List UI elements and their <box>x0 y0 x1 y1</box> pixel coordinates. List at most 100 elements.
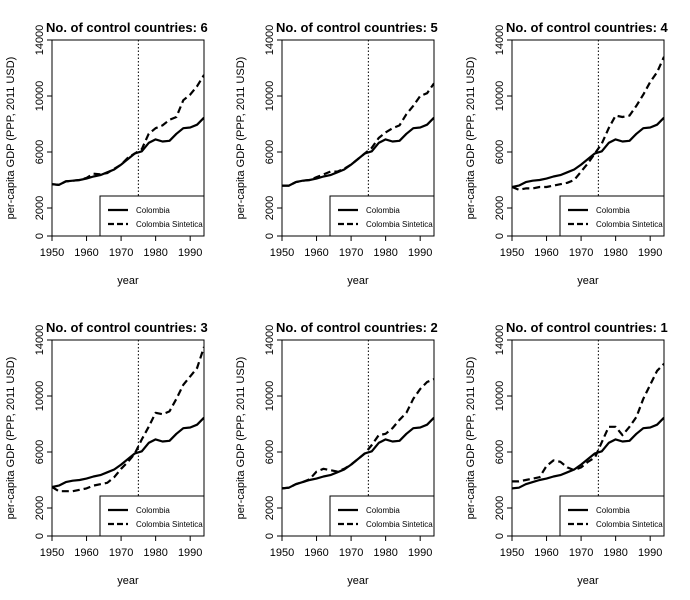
legend-label: Colombia <box>596 506 630 515</box>
series-line-colombia-sintetica <box>512 363 664 483</box>
y-axis-label: per-capita GDP (PPP, 2011 USD) <box>465 57 477 220</box>
y-tick-label: 10000 <box>494 81 506 112</box>
x-tick-label: 1990 <box>178 247 202 259</box>
series-line-colombia <box>52 116 204 186</box>
panel-title: No. of control countries: 6 <box>46 20 208 35</box>
y-tick-label: 0 <box>494 233 506 239</box>
x-tick-label: 1960 <box>304 247 328 259</box>
y-tick-label: 10000 <box>264 381 276 412</box>
legend-box <box>99 195 205 237</box>
y-axis-label: per-capita GDP (PPP, 2011 USD) <box>235 57 247 220</box>
chart-panel-2: No. of control countries: 5 0 2000 6000 1000… <box>235 20 438 287</box>
series-line-colombia <box>282 116 434 187</box>
y-tick-label: 10000 <box>34 381 46 412</box>
x-axis: 1950 1960 1970 1980 1990 year <box>270 236 432 287</box>
x-tick-label: 1980 <box>603 247 627 259</box>
y-tick-label: 10000 <box>494 381 506 412</box>
chart-panel-5: No. of control countries: 2 0 2000 6000 1000… <box>235 320 438 587</box>
x-tick-label: 1980 <box>373 547 397 559</box>
panel-title: No. of control countries: 3 <box>46 320 208 335</box>
x-axis: 1950 1960 1970 1980 1990 year <box>270 536 432 587</box>
panel-title: No. of control countries: 5 <box>276 20 438 35</box>
y-tick-label: 0 <box>264 233 276 239</box>
x-axis-label: year <box>347 575 369 587</box>
legend-label: Colombia <box>136 506 170 515</box>
legend-label: Colombia <box>136 206 170 215</box>
x-tick-label: 1990 <box>408 247 432 259</box>
y-tick-label: 14000 <box>34 25 46 56</box>
x-tick-label: 1990 <box>638 247 662 259</box>
panel-title: No. of control countries: 2 <box>276 320 438 335</box>
x-tick-label: 1980 <box>603 547 627 559</box>
series-line-colombia-sintetica <box>282 82 434 187</box>
y-tick-label: 6000 <box>34 440 46 464</box>
series-line-colombia-sintetica <box>512 56 664 191</box>
legend-box <box>329 195 435 237</box>
legend-label: Colombia Sintetica <box>136 520 203 529</box>
y-tick-label: 6000 <box>494 440 506 464</box>
y-tick-label: 10000 <box>264 81 276 112</box>
y-tick-label: 6000 <box>264 440 276 464</box>
y-axis-label: per-capita GDP (PPP, 2011 USD) <box>5 357 17 520</box>
y-tick-label: 2000 <box>264 196 276 220</box>
x-tick-label: 1950 <box>40 247 64 259</box>
y-tick-label: 6000 <box>494 140 506 164</box>
x-axis-label: year <box>577 275 599 287</box>
legend-box <box>559 495 665 537</box>
chart-panel-1: No. of control countries: 6 0 2000 6000 1000… <box>5 20 208 287</box>
legend-box <box>329 495 435 537</box>
x-tick-label: 1970 <box>339 547 363 559</box>
legend: Colombia Colombia Sintetica <box>559 495 665 537</box>
legend-label: Colombia <box>596 206 630 215</box>
y-axis-label: per-capita GDP (PPP, 2011 USD) <box>235 357 247 520</box>
x-axis: 1950 1960 1970 1980 1990 year <box>500 236 662 287</box>
legend-box <box>559 195 665 237</box>
y-tick-label: 2000 <box>494 496 506 520</box>
y-tick-label: 14000 <box>494 325 506 356</box>
y-tick-label: 0 <box>264 533 276 539</box>
x-tick-label: 1980 <box>143 547 167 559</box>
x-axis-label: year <box>347 275 369 287</box>
x-tick-label: 1960 <box>534 247 558 259</box>
y-tick-label: 10000 <box>34 81 46 112</box>
x-tick-label: 1990 <box>408 547 432 559</box>
legend-label: Colombia Sintetica <box>366 220 433 229</box>
y-tick-label: 14000 <box>494 25 506 56</box>
y-tick-label: 14000 <box>264 25 276 56</box>
legend-label: Colombia Sintetica <box>596 520 663 529</box>
x-axis: 1950 1960 1970 1980 1990 year <box>40 236 202 287</box>
y-tick-label: 0 <box>34 533 46 539</box>
legend: Colombia Colombia Sintetica <box>559 195 665 237</box>
x-tick-label: 1990 <box>178 547 202 559</box>
series-line-colombia <box>512 116 664 189</box>
x-tick-label: 1980 <box>373 247 397 259</box>
legend: Colombia Colombia Sintetica <box>99 495 205 537</box>
x-tick-label: 1990 <box>638 547 662 559</box>
legend: Colombia Colombia Sintetica <box>329 195 435 237</box>
series-line-colombia <box>512 416 664 490</box>
x-tick-label: 1970 <box>569 247 593 259</box>
y-tick-label: 0 <box>34 233 46 239</box>
x-tick-label: 1950 <box>270 247 294 259</box>
x-tick-label: 1960 <box>74 547 98 559</box>
chart-panel-3: No. of control countries: 4 0 2000 6000 1000… <box>465 20 669 287</box>
x-tick-label: 1950 <box>40 547 64 559</box>
series-line-colombia-sintetica <box>52 346 204 493</box>
x-tick-label: 1950 <box>270 547 294 559</box>
series-line-colombia-sintetica <box>282 378 434 490</box>
y-axis: 0 2000 6000 10000 14000 per-capita GDP (PPP, … <box>465 325 512 539</box>
y-axis: 0 2000 6000 10000 14000 per-capita GDP (PPP, … <box>5 25 52 239</box>
y-axis-label: per-capita GDP (PPP, 2011 USD) <box>465 357 477 520</box>
y-axis: 0 2000 6000 10000 14000 per-capita GDP (PPP, … <box>235 25 282 239</box>
x-tick-label: 1970 <box>109 547 133 559</box>
legend-label: Colombia Sintetica <box>596 220 663 229</box>
x-axis-label: year <box>117 575 139 587</box>
legend: Colombia Colombia Sintetica <box>99 195 205 237</box>
legend-label: Colombia <box>366 206 400 215</box>
x-tick-label: 1950 <box>500 247 524 259</box>
y-tick-label: 14000 <box>264 325 276 356</box>
x-axis-label: year <box>117 275 139 287</box>
series-line-colombia-sintetica <box>52 74 204 186</box>
y-axis: 0 2000 6000 10000 14000 per-capita GDP (PPP, … <box>235 325 282 539</box>
